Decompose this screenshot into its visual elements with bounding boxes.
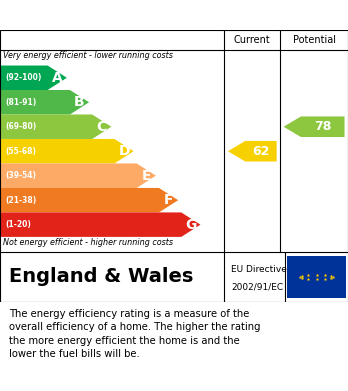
Polygon shape xyxy=(0,212,200,237)
Bar xyxy=(287,256,346,298)
Text: 2002/91/EC: 2002/91/EC xyxy=(231,283,284,292)
Polygon shape xyxy=(0,188,178,212)
Text: (69-80): (69-80) xyxy=(5,122,37,131)
Polygon shape xyxy=(284,117,345,137)
Text: (21-38): (21-38) xyxy=(5,196,37,204)
Text: E: E xyxy=(142,169,151,183)
Text: Current: Current xyxy=(234,35,271,45)
Polygon shape xyxy=(0,163,156,188)
Text: C: C xyxy=(97,120,107,134)
Text: Energy Efficiency Rating: Energy Efficiency Rating xyxy=(9,6,238,24)
Text: G: G xyxy=(185,218,197,231)
Text: Not energy efficient - higher running costs: Not energy efficient - higher running co… xyxy=(3,239,174,248)
Text: A: A xyxy=(52,71,63,85)
Text: (39-54): (39-54) xyxy=(5,171,36,180)
Text: (92-100): (92-100) xyxy=(5,73,42,82)
Text: The energy efficiency rating is a measure of the
overall efficiency of a home. T: The energy efficiency rating is a measur… xyxy=(9,309,260,359)
Polygon shape xyxy=(0,90,89,115)
Text: (1-20): (1-20) xyxy=(5,220,31,229)
Text: F: F xyxy=(164,193,173,207)
Text: 62: 62 xyxy=(252,145,270,158)
Text: England & Wales: England & Wales xyxy=(9,267,193,287)
Polygon shape xyxy=(0,139,134,163)
Text: Very energy efficient - lower running costs: Very energy efficient - lower running co… xyxy=(3,52,173,61)
Text: B: B xyxy=(74,95,85,109)
Text: (81-91): (81-91) xyxy=(5,98,37,107)
Text: Potential: Potential xyxy=(293,35,335,45)
Text: D: D xyxy=(118,144,130,158)
Polygon shape xyxy=(0,115,111,139)
Text: 78: 78 xyxy=(314,120,331,133)
Text: EU Directive: EU Directive xyxy=(231,265,287,274)
Text: (55-68): (55-68) xyxy=(5,147,36,156)
Polygon shape xyxy=(228,141,277,161)
Polygon shape xyxy=(0,66,67,90)
